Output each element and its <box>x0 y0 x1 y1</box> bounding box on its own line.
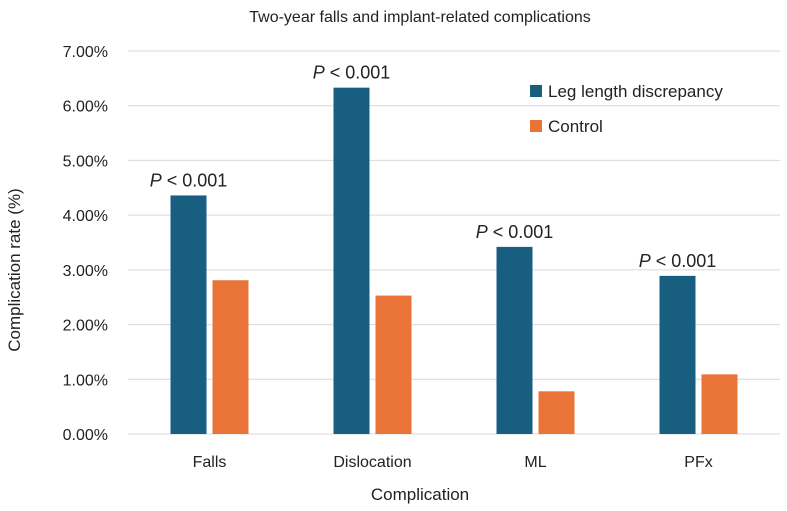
y-tick-label: 1.00% <box>63 372 108 389</box>
p-value-text: < 0.001 <box>325 63 391 83</box>
bar-control-falls <box>212 280 249 434</box>
y-tick-label: 4.00% <box>63 208 108 225</box>
legend-label: Control <box>548 117 603 136</box>
legend: Leg length discrepancy Control <box>530 82 723 136</box>
bars <box>170 87 738 434</box>
bar-leg-length-discrepancy-dislocation <box>333 87 370 434</box>
x-axis-label: Complication <box>371 485 469 504</box>
y-tick-label: 2.00% <box>63 318 108 335</box>
bar-control-dislocation <box>375 295 412 434</box>
y-tick-label: 3.00% <box>63 263 108 280</box>
y-axis-label: Complication rate (%) <box>5 188 24 351</box>
bar-leg-length-discrepancy-falls <box>170 195 207 434</box>
p-value-annotation: P < 0.001 <box>313 63 391 83</box>
x-tick-label: Falls <box>193 454 227 471</box>
x-axis-ticks: Falls Dislocation ML PFx <box>193 454 713 471</box>
p-value-annotation: P < 0.001 <box>476 222 554 242</box>
p-value-text: < 0.001 <box>162 170 228 190</box>
bar-leg-length-discrepancy-pfx <box>659 275 696 434</box>
p-value-text: < 0.001 <box>651 251 717 271</box>
y-tick-label: 0.00% <box>63 427 108 444</box>
p-symbol: P <box>150 170 162 190</box>
x-tick-label: ML <box>524 454 546 471</box>
x-tick-label: Dislocation <box>333 454 411 471</box>
bar-control-pfx <box>701 374 738 434</box>
x-tick-label: PFx <box>684 454 712 471</box>
bar-control-ml <box>538 391 575 434</box>
y-tick-label: 5.00% <box>63 153 108 170</box>
p-symbol: P <box>476 222 488 242</box>
y-tick-label: 6.00% <box>63 99 108 116</box>
chart-title: Two-year falls and implant-related compl… <box>249 9 590 26</box>
p-symbol: P <box>313 63 325 83</box>
legend-label: Leg length discrepancy <box>548 82 723 101</box>
y-axis-ticks: 0.00% 1.00% 2.00% 3.00% 4.00% 5.00% 6.00% 7.00% <box>63 44 108 444</box>
p-value-annotation: P < 0.001 <box>150 170 228 190</box>
legend-swatch <box>530 85 542 97</box>
p-symbol: P <box>639 251 651 271</box>
p-value-text: < 0.001 <box>488 222 554 242</box>
bar-leg-length-discrepancy-ml <box>496 246 533 434</box>
legend-swatch <box>530 120 542 132</box>
y-tick-label: 7.00% <box>63 44 108 61</box>
p-value-annotation: P < 0.001 <box>639 251 717 271</box>
